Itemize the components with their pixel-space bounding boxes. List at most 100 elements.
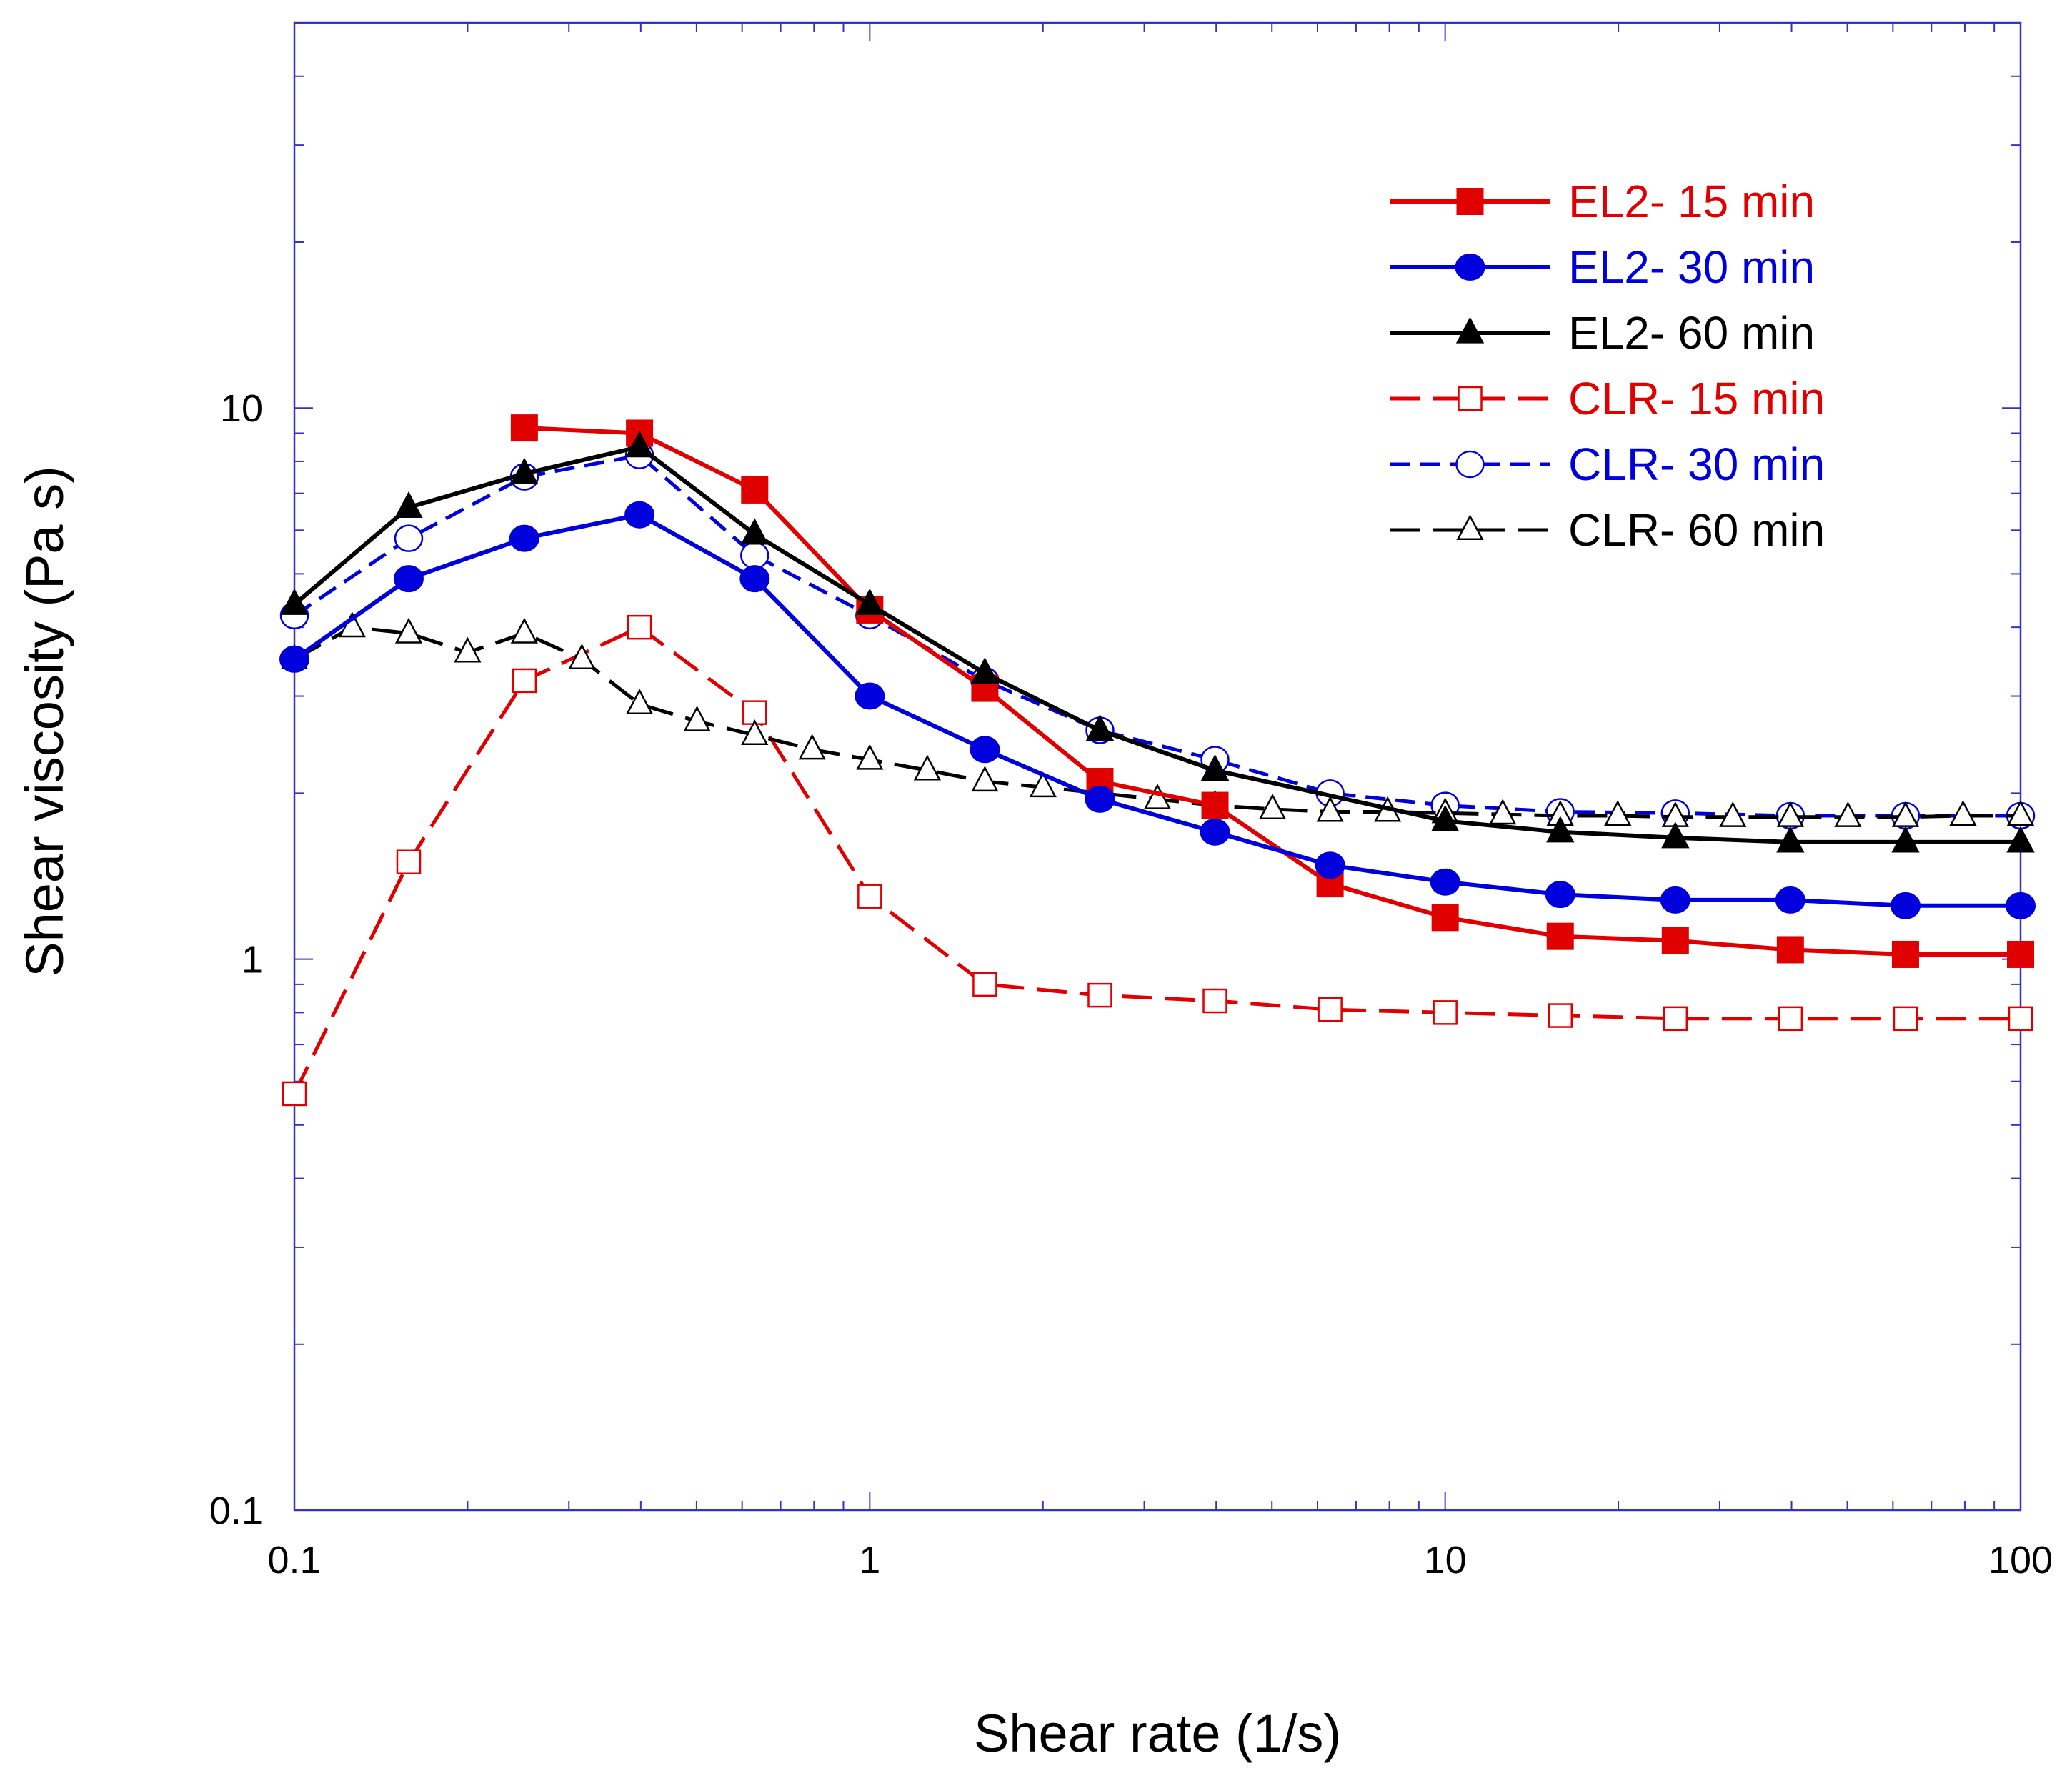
- y-tick-label: 1: [241, 939, 263, 982]
- data-point: [280, 588, 309, 615]
- data-point: [279, 645, 309, 673]
- legend-item: CLR- 60 min: [1390, 504, 1825, 556]
- data-point: [1663, 1006, 1688, 1032]
- data-point: [739, 565, 770, 593]
- data-point: [1433, 1000, 1458, 1025]
- data-point: [394, 617, 423, 644]
- legend-marker: [1455, 450, 1485, 479]
- data-point: [282, 1081, 307, 1107]
- y-tick-label: 10: [220, 387, 263, 430]
- data-point: [740, 518, 769, 545]
- x-tick-label: 100: [1988, 1539, 2053, 1582]
- data-point: [741, 719, 769, 746]
- legend-marker: [1455, 254, 1485, 281]
- y-tick-label: 0.1: [209, 1489, 263, 1532]
- series-clr-30-min: [279, 441, 2036, 830]
- data-point: [1890, 892, 1921, 919]
- legend-item: EL2- 30 min: [1390, 241, 1815, 293]
- data-point: [1546, 922, 1574, 950]
- data-point: [396, 849, 422, 875]
- series-layer: [279, 414, 2036, 1107]
- x-tick-label: 0.1: [267, 1539, 321, 1582]
- data-point: [1891, 826, 1920, 853]
- data-point: [1431, 904, 1459, 932]
- data-point: [1201, 791, 1229, 819]
- data-point: [970, 736, 1000, 764]
- x-tick-label: 10: [1424, 1539, 1467, 1582]
- data-point: [624, 501, 655, 529]
- data-point: [972, 972, 997, 997]
- data-point: [1719, 801, 1747, 827]
- data-point: [1200, 818, 1230, 846]
- data-point: [510, 617, 538, 644]
- data-point: [913, 754, 941, 781]
- series-line: [524, 426, 2021, 957]
- data-point: [625, 431, 654, 458]
- data-point: [1545, 881, 1575, 909]
- data-point: [1318, 997, 1343, 1022]
- plot-frame: [293, 21, 2022, 1512]
- data-point: [1316, 796, 1344, 822]
- data-point: [1085, 785, 1115, 813]
- legend-marker: [1455, 316, 1485, 344]
- series-el2-60-min: [280, 431, 2035, 853]
- data-point: [1661, 927, 1689, 954]
- data-point: [798, 734, 826, 760]
- data-point: [1778, 1006, 1803, 1032]
- data-point: [971, 766, 999, 792]
- data-point: [855, 682, 885, 710]
- y-axis-title: Shear viscosity (Pa s): [15, 466, 74, 977]
- data-point: [1660, 886, 1690, 914]
- tick-labels: 0.1 1 10 100 0.1 1 10: [209, 387, 2053, 1582]
- data-point: [626, 689, 654, 714]
- data-point: [510, 457, 539, 484]
- legend-label: CLR- 15 min: [1568, 373, 1825, 424]
- data-point: [393, 565, 424, 593]
- data-point: [394, 524, 424, 552]
- data-point: [1202, 988, 1227, 1014]
- data-point: [2006, 892, 2036, 919]
- data-point: [740, 541, 769, 569]
- data-point: [510, 414, 538, 442]
- data-point: [454, 636, 482, 663]
- data-point: [394, 491, 423, 518]
- series-clr-15-min: [282, 614, 2033, 1107]
- data-point: [1893, 1006, 1918, 1032]
- series-line: [293, 512, 2021, 908]
- data-point: [1949, 800, 1977, 826]
- data-point: [1085, 714, 1115, 741]
- legend-label: CLR- 60 min: [1568, 504, 1825, 556]
- data-point: [1776, 826, 1805, 853]
- data-point: [2006, 800, 2035, 826]
- data-point: [1431, 804, 1460, 832]
- data-point: [2008, 1006, 2033, 1032]
- legend-label: EL2- 15 min: [1568, 176, 1815, 227]
- legend-marker: [1456, 514, 1484, 541]
- legend-marker: [1456, 188, 1484, 215]
- data-point: [1087, 982, 1112, 1008]
- data-point: [568, 644, 596, 669]
- data-point: [1775, 886, 1805, 914]
- data-point: [683, 705, 711, 731]
- series-line: [292, 625, 2021, 1095]
- data-point: [2007, 940, 2034, 968]
- data-point: [1548, 1003, 1573, 1028]
- legend-item: EL2- 60 min: [1390, 307, 1815, 359]
- data-point: [1200, 754, 1230, 781]
- data-point: [1143, 783, 1172, 809]
- data-point: [856, 744, 884, 770]
- data-point: [1661, 821, 1690, 849]
- x-tick-label: 1: [859, 1539, 880, 1582]
- data-point: [2006, 826, 2035, 853]
- legend-label: EL2- 60 min: [1568, 307, 1815, 359]
- data-point: [741, 476, 769, 504]
- legend-item: CLR- 30 min: [1390, 439, 1825, 490]
- legend-label: CLR- 30 min: [1568, 439, 1825, 490]
- data-point: [1029, 771, 1057, 798]
- data-point: [1604, 800, 1632, 826]
- data-point: [1834, 801, 1862, 827]
- data-point: [1891, 940, 1919, 968]
- data-point: [1258, 794, 1287, 819]
- legend-item: EL2- 15 min: [1390, 176, 1815, 227]
- legend-marker: [1458, 386, 1483, 411]
